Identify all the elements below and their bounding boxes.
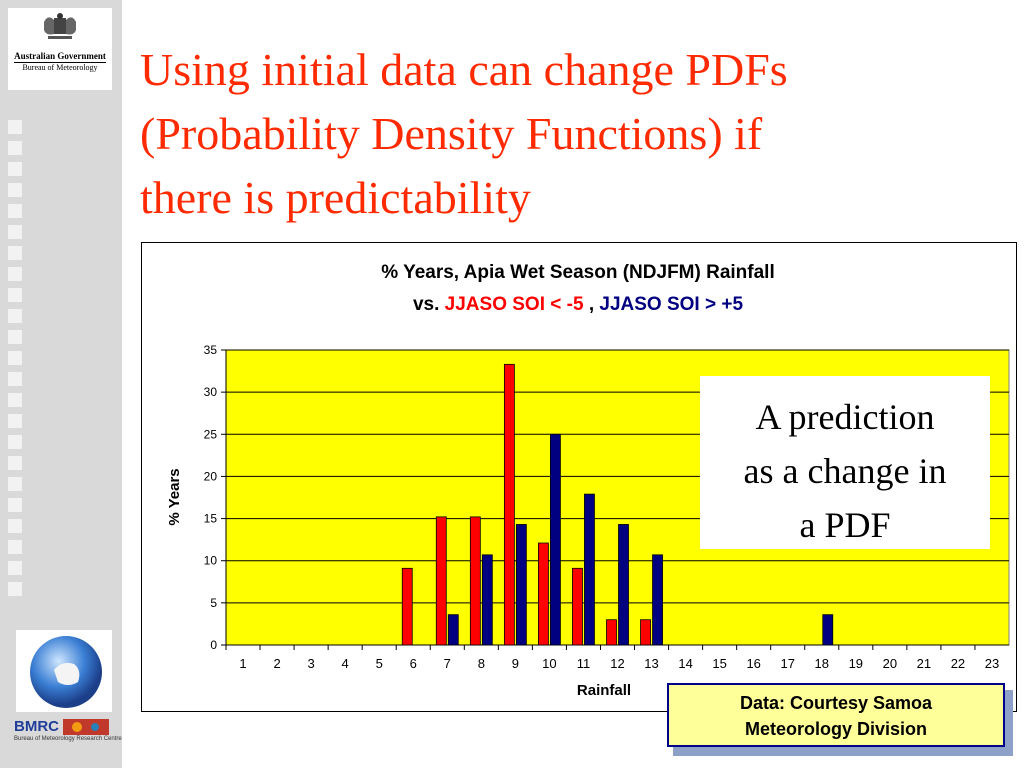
- bar-soi-positive: [652, 554, 663, 646]
- x-tick-label: 3: [307, 656, 314, 671]
- decorative-squares: [8, 120, 30, 603]
- x-tick-label: 6: [410, 656, 417, 671]
- bar-soi-negative: [469, 516, 481, 646]
- x-tick-label: 7: [444, 656, 451, 671]
- y-tick-label: 25: [204, 427, 218, 441]
- sidebar: Australian Government Bureau of Meteorol…: [0, 0, 122, 768]
- government-label: Australian Government: [14, 51, 106, 61]
- title-line-1: Using initial data can change PDFs: [140, 44, 788, 95]
- x-tick-label: 23: [985, 656, 999, 671]
- australian-government-logo: Australian Government Bureau of Meteorol…: [8, 8, 112, 90]
- x-tick-label: 8: [478, 656, 485, 671]
- globe-icon: [30, 636, 102, 708]
- data-source-box: Data: Courtesy Samoa Meteorology Divisio…: [667, 683, 1005, 747]
- globe-logo: [16, 630, 112, 712]
- weather-map-icon: [63, 719, 109, 736]
- y-tick-label: 35: [204, 343, 218, 357]
- bar-soi-positive: [447, 614, 459, 646]
- y-tick-label: 30: [204, 385, 218, 399]
- title-line-3: there is predictability: [140, 172, 531, 223]
- bar-soi-positive: [822, 614, 834, 646]
- bar-soi-positive: [584, 493, 595, 646]
- x-tick-label: 12: [610, 656, 624, 671]
- x-tick-label: 20: [883, 656, 897, 671]
- callout-line-1: A prediction: [755, 397, 935, 437]
- callout-line-2: as a change in: [743, 451, 947, 491]
- bar-soi-positive: [618, 524, 629, 646]
- bar-soi-positive: [550, 433, 561, 646]
- source-line-1: Data: Courtesy Samoa: [739, 693, 933, 713]
- bmrc-logo: BMRC Bureau of Meteorology Research Cent…: [14, 718, 164, 748]
- x-tick-label: 15: [712, 656, 726, 671]
- bar-soi-negative: [503, 363, 515, 646]
- callout-line-3: a PDF: [799, 505, 891, 545]
- bar-soi-negative: [435, 516, 447, 646]
- bar-soi-negative: [401, 567, 413, 646]
- x-tick-label: 21: [917, 656, 931, 671]
- bar-soi-negative: [606, 619, 617, 646]
- chart-title-vs: vs.: [413, 294, 439, 315]
- x-tick-label: 10: [542, 656, 556, 671]
- x-tick-label: 16: [746, 656, 760, 671]
- bar-soi-negative: [640, 619, 651, 646]
- x-tick-label: 17: [780, 656, 794, 671]
- bar-soi-positive: [481, 554, 493, 646]
- bar-soi-negative: [572, 567, 583, 646]
- title-line-2: (Probability Density Functions) if: [140, 108, 763, 159]
- x-tick-label: 22: [951, 656, 965, 671]
- prediction-callout: A prediction as a change in a PDF: [700, 376, 990, 549]
- chart-title-line-2: vs. JJASO SOI < -5 , JJASO SOI > +5: [413, 294, 743, 315]
- x-tick-label: 19: [849, 656, 863, 671]
- x-tick-label: 5: [376, 656, 383, 671]
- x-tick-label: 4: [342, 656, 349, 671]
- y-axis-label: % Years: [166, 468, 183, 525]
- x-tick-label: 14: [678, 656, 692, 671]
- bureau-label: Bureau of Meteorology: [14, 62, 106, 73]
- chart-title-negative: JJASO SOI < -5: [445, 294, 584, 315]
- source-line-2: Meteorology Division: [744, 719, 928, 739]
- x-tick-label: 13: [644, 656, 658, 671]
- bmrc-label: BMRC: [14, 718, 59, 735]
- chart-title-comma: ,: [589, 294, 594, 315]
- coat-of-arms-icon: [44, 13, 76, 39]
- y-tick-label: 20: [204, 469, 218, 483]
- y-tick-label: 15: [204, 512, 218, 526]
- x-tick-label: 9: [512, 656, 519, 671]
- x-tick-label: 18: [815, 656, 829, 671]
- bar-soi-negative: [538, 542, 549, 646]
- bmrc-sub-label: Bureau of Meteorology Research Centre: [14, 736, 122, 742]
- x-tick-label: 1: [239, 656, 246, 671]
- chart-title-line-1: % Years, Apia Wet Season (NDJFM) Rainfal…: [381, 262, 774, 283]
- y-tick-label: 10: [204, 554, 218, 568]
- x-axis-label: Rainfall: [577, 682, 631, 699]
- slide-title: Using initial data can change PDFs (Prob…: [140, 38, 1010, 230]
- y-tick-label: 5: [210, 596, 217, 610]
- y-tick-label: 0: [210, 638, 217, 652]
- chart-title-positive: JJASO SOI > +5: [599, 294, 743, 315]
- x-tick-label: 2: [273, 656, 280, 671]
- x-tick-label: 11: [577, 656, 591, 671]
- bar-soi-positive: [515, 524, 527, 646]
